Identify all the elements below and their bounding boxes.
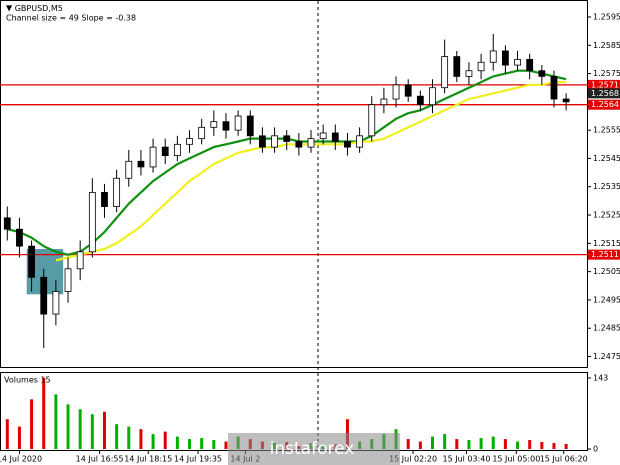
y-tick-label: 1.2555	[593, 126, 620, 135]
x-tick-label: 15 Jul 03:40	[443, 455, 491, 464]
level-label: 1.2571	[591, 80, 619, 89]
candle-body	[368, 104, 376, 137]
candle-body	[307, 138, 315, 148]
level-label-box	[588, 79, 620, 90]
candle-body	[173, 143, 181, 157]
candle-body	[526, 59, 534, 72]
volume-tick-label: 143	[593, 374, 608, 383]
candle-body	[40, 276, 48, 315]
last-price-box	[588, 88, 620, 99]
x-tick-label: 15 Jul 06:20	[540, 455, 588, 464]
candle-body	[283, 135, 291, 142]
candle-body	[319, 132, 327, 140]
y-tick-label: 1.2575	[593, 69, 620, 78]
candle-body	[64, 268, 72, 292]
candle-body	[271, 135, 278, 148]
candle-body	[125, 160, 133, 179]
candle-body	[441, 56, 449, 89]
x-tick-label: 14 Jul 19:35	[174, 455, 222, 464]
candle-body	[356, 135, 364, 148]
y-tick-label: 1.2545	[593, 154, 620, 163]
y-tick-label: 1.2495	[593, 295, 620, 304]
x-tick-label: 14 Jul 2020	[0, 455, 42, 464]
candle-body	[489, 50, 497, 63]
candle-body	[28, 245, 35, 278]
candle-body	[52, 291, 60, 315]
candle-body	[538, 70, 546, 77]
level-label-box	[588, 99, 620, 110]
candle-body	[344, 141, 351, 148]
candle-body	[514, 59, 521, 66]
candle-body	[149, 146, 157, 168]
candle-body	[295, 141, 303, 148]
x-tick-label: 14 Jul 16:55	[76, 455, 124, 464]
chart-subtitle: Channel size = 49 Slope = -0.38	[6, 14, 136, 23]
candle-body	[501, 50, 509, 66]
candle-body	[380, 98, 388, 106]
candle-body	[210, 121, 218, 128]
candle-body	[161, 146, 169, 157]
candle-body	[477, 61, 485, 72]
candle-body	[429, 87, 436, 106]
level-label: 1.2564	[591, 100, 619, 109]
y-tick-label: 1.2525	[593, 211, 620, 220]
level-label-box	[588, 249, 620, 260]
candle-body	[76, 251, 84, 270]
candle-body	[453, 56, 461, 77]
candle-body	[259, 135, 266, 148]
candle-body	[3, 217, 11, 230]
candle-body	[88, 192, 96, 253]
candle-body	[234, 115, 242, 131]
candle-body	[186, 138, 193, 145]
candle-body	[137, 160, 145, 168]
y-tick-label: 1.2595	[593, 12, 620, 21]
candle-body	[331, 132, 339, 142]
watermark-band	[228, 433, 400, 465]
candle-body	[101, 192, 108, 207]
candle-body	[113, 177, 121, 207]
title: GBPUSD,M5	[15, 4, 63, 13]
moving-average	[55, 81, 567, 262]
candle-body	[392, 84, 400, 100]
watermark: instaforex	[270, 439, 355, 459]
main-panel: 1.2475 1.2485 1.2495 1.2505 1.2515 1.2525 1.25…	[0, 12, 620, 464]
y-tick-label: 1.2515	[593, 239, 620, 248]
candle-body	[416, 95, 424, 106]
candle-body	[16, 228, 23, 247]
y-tick-label: 1.2505	[593, 267, 620, 276]
candle-body	[465, 70, 473, 77]
main-frame	[0, 0, 588, 368]
y-tick-label: 1.2535	[593, 182, 620, 191]
y-tick-label: 1.2485	[593, 324, 620, 333]
last-price-label: 1.2568	[591, 89, 619, 98]
candle-body	[562, 98, 570, 103]
y-tick-label: 1.2475	[593, 352, 620, 361]
volume-title: Volumes 15	[4, 376, 51, 385]
x-tick-label: 15 Jul 05:00	[492, 455, 540, 464]
candle-body	[246, 115, 254, 137]
x-tick-label: 14 Jul 18:15	[124, 455, 172, 464]
candle-body	[222, 121, 230, 131]
chart-title: ▼ GBPUSD,M5	[6, 4, 63, 13]
level-label: 1.2511	[591, 250, 619, 259]
x-tick-label: 15 Jul 02:20	[389, 455, 437, 464]
volume-tick-label: 0	[593, 445, 598, 454]
candle-body	[550, 75, 558, 100]
y-tick-label: 1.2585	[593, 41, 620, 50]
candle-body	[198, 126, 206, 140]
candle-body	[404, 84, 412, 97]
